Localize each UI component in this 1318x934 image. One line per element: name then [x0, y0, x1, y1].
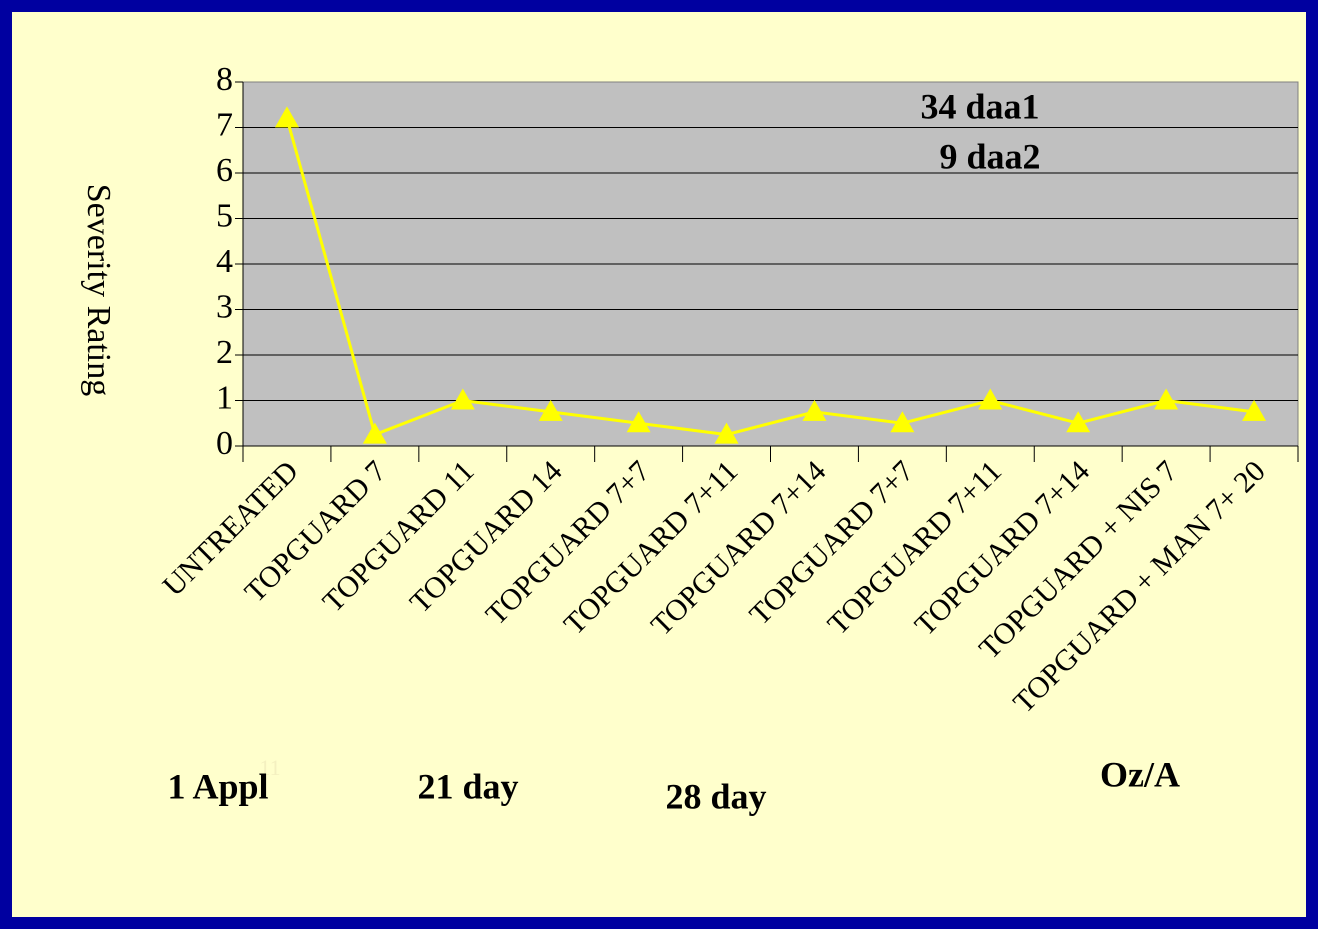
marker	[802, 399, 827, 421]
marker	[274, 106, 299, 128]
y-tick-label: 4	[216, 243, 233, 280]
marker	[714, 422, 739, 444]
y-tick-label: 0	[216, 425, 233, 462]
marker	[450, 388, 475, 410]
y-tick-label: 1	[216, 379, 233, 416]
y-tick-label: 8	[216, 61, 233, 98]
marker	[890, 411, 915, 433]
marker	[1154, 388, 1179, 410]
y-tick-label: 5	[216, 197, 233, 234]
annotation: 9 daa2	[939, 136, 1040, 176]
marker	[538, 399, 563, 421]
marker	[978, 388, 1003, 410]
y-tick-label: 3	[216, 288, 233, 325]
marker	[1242, 399, 1267, 421]
y-axis-label: Severity Rating	[80, 184, 117, 396]
annotation: 28 day	[665, 776, 766, 816]
marker	[362, 422, 387, 444]
annotation: 34 daa1	[920, 86, 1039, 126]
marker	[1066, 411, 1091, 433]
annotation: 21 day	[417, 766, 518, 806]
annotation: Oz/A	[1100, 754, 1180, 794]
line-series	[285, 117, 1255, 437]
y-tick-label: 2	[216, 334, 233, 371]
y-tick-label: 7	[216, 106, 233, 143]
marker	[626, 411, 651, 433]
slide-number: 11	[259, 755, 280, 780]
annotation: 1 Appl	[167, 766, 268, 806]
y-tick-label: 6	[216, 152, 233, 189]
